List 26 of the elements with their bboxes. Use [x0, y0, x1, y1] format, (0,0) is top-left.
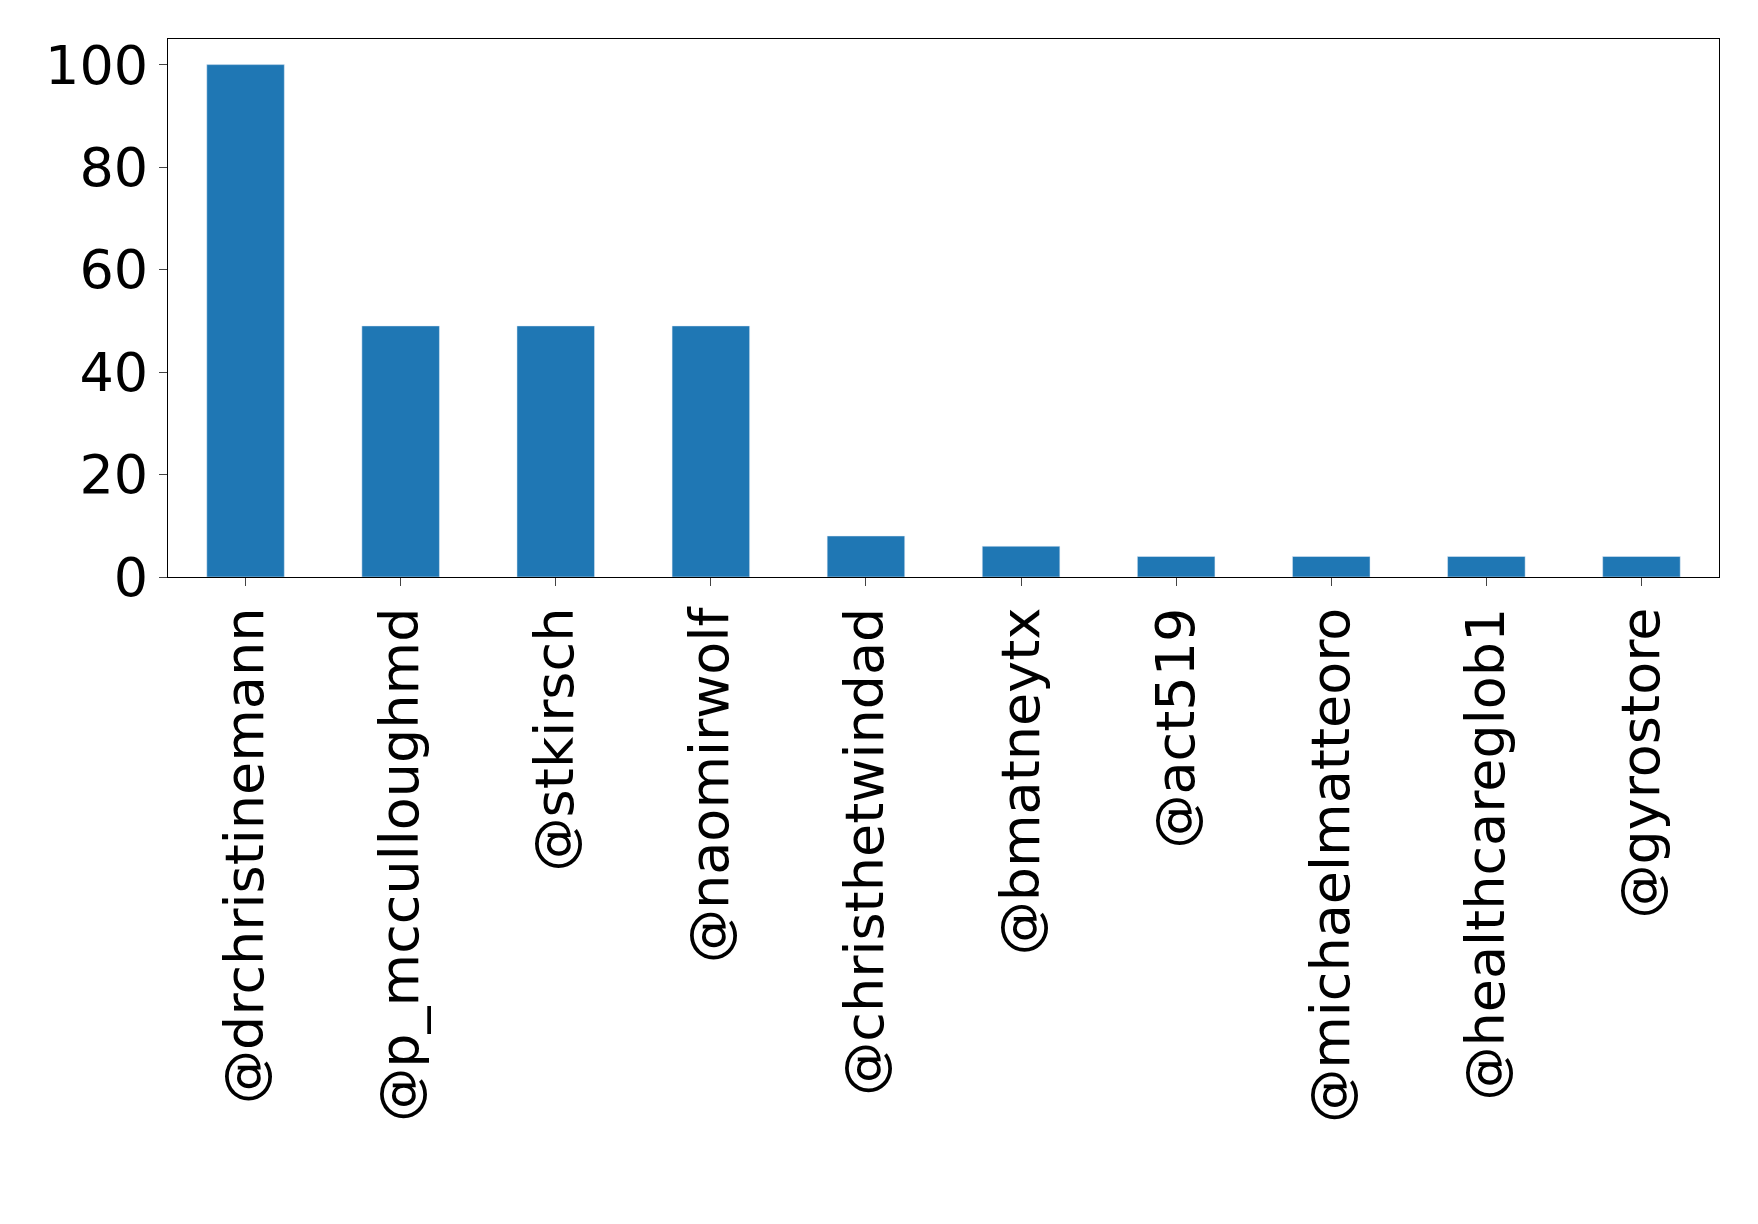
x-tick-label: @p_mcculloughmd — [368, 607, 432, 1122]
bar — [206, 64, 285, 577]
bar — [671, 325, 750, 577]
bar — [1602, 556, 1681, 577]
bar — [1292, 556, 1371, 577]
y-tick-label: 0 — [113, 545, 149, 609]
bar — [1447, 556, 1526, 577]
y-tick-label: 100 — [45, 33, 149, 97]
y-tick-label: 20 — [79, 443, 149, 507]
x-tick-label: @christhetwindad — [833, 607, 897, 1096]
x-tick-label: @healthcareglob1 — [1453, 607, 1517, 1101]
y-tick-label: 60 — [79, 238, 149, 302]
x-tick-label: @gyrostore — [1609, 607, 1672, 919]
bar — [1137, 556, 1216, 577]
y-tick-label: 80 — [79, 136, 149, 199]
x-tick-label: @stkirsch — [523, 607, 587, 872]
x-tick-label: @michaelmatteoro — [1298, 607, 1362, 1123]
bar — [826, 535, 905, 577]
bar — [982, 546, 1061, 577]
x-tick-label: @naomirwolf — [678, 605, 742, 963]
bar — [361, 325, 440, 577]
x-tick-label: @act519 — [1143, 607, 1207, 849]
x-tick-label: @bmatneytx — [988, 607, 1052, 956]
bar — [516, 325, 595, 577]
x-tick-label: @drchristinemann — [213, 607, 277, 1104]
y-tick-label: 40 — [79, 340, 149, 404]
